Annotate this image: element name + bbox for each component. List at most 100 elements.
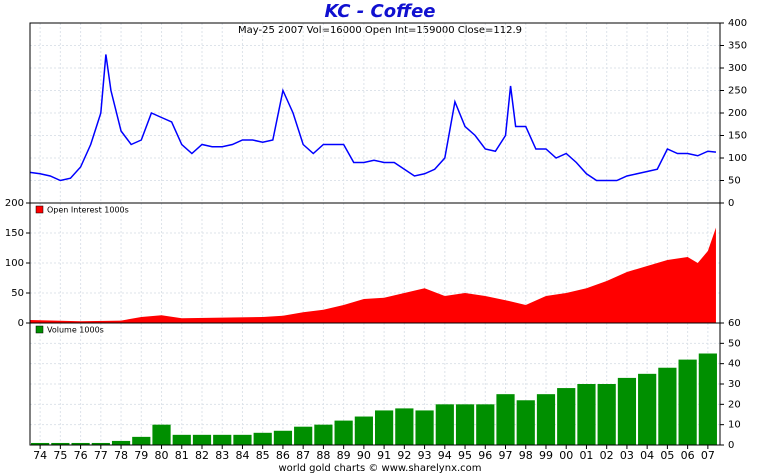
y-tick-label: 400 — [728, 18, 747, 29]
x-tick-label: 99 — [539, 449, 553, 462]
x-tick-label: 80 — [155, 449, 169, 462]
y-tick-label: 10 — [728, 420, 741, 431]
bar — [354, 416, 373, 445]
x-tick-label: 92 — [397, 449, 411, 462]
x-tick-label: 07 — [701, 449, 715, 462]
bar — [698, 353, 717, 445]
y-tick-label: 60 — [728, 318, 741, 329]
y-tick-label: 50 — [11, 288, 24, 299]
legend-label: Volume 1000s — [47, 326, 104, 335]
bar — [536, 394, 556, 445]
x-tick-label: 00 — [559, 449, 573, 462]
x-tick-label: 01 — [579, 449, 593, 462]
bar — [375, 410, 394, 445]
bar — [395, 408, 414, 445]
y-tick-label: 0 — [18, 318, 24, 329]
x-tick-label: 04 — [640, 449, 654, 462]
x-tick-label: 93 — [418, 449, 432, 462]
bar — [617, 377, 637, 445]
bar — [496, 394, 515, 445]
bar — [132, 436, 151, 445]
bar — [31, 442, 50, 445]
y-tick-label: 40 — [728, 359, 741, 370]
x-tick-label: 98 — [519, 449, 533, 462]
bar — [111, 440, 131, 445]
chart-subtitle: May-25 2007 Vol=16000 Open Int=159000 Cl… — [238, 25, 522, 36]
bar — [213, 434, 232, 445]
y-tick-label: 50 — [728, 176, 741, 187]
y-tick-label: 100 — [728, 153, 747, 164]
x-tick-label: 75 — [53, 449, 67, 462]
y-tick-label: 150 — [5, 228, 24, 239]
y-tick-label: 250 — [728, 86, 747, 97]
y-tick-label: 100 — [5, 258, 24, 269]
y-tick-label: 50 — [728, 338, 741, 349]
area — [30, 227, 716, 323]
bar — [435, 404, 454, 445]
bar — [455, 404, 475, 445]
bar — [51, 442, 70, 445]
bar — [557, 388, 576, 445]
x-tick-label: 74 — [33, 449, 47, 462]
bar — [678, 359, 697, 445]
bar — [253, 432, 272, 445]
x-tick-label: 89 — [337, 449, 351, 462]
bar — [334, 420, 353, 445]
x-tick-label: 87 — [296, 449, 310, 462]
bar — [415, 410, 434, 445]
x-tick-label: 79 — [134, 449, 148, 462]
y-tick-label: 150 — [728, 131, 747, 142]
y-tick-label: 200 — [5, 198, 24, 209]
x-tick-label: 85 — [256, 449, 270, 462]
y-tick-label: 200 — [728, 108, 747, 119]
x-tick-label: 95 — [458, 449, 472, 462]
x-tick-label: 94 — [438, 449, 452, 462]
x-tick-label: 81 — [175, 449, 189, 462]
x-tick-label: 86 — [276, 449, 290, 462]
bar — [597, 384, 616, 445]
bar — [273, 430, 293, 445]
x-tick-label: 78 — [114, 449, 128, 462]
bar — [71, 442, 90, 445]
bar — [314, 424, 333, 445]
bar — [638, 373, 657, 445]
x-tick-label: 05 — [660, 449, 674, 462]
y-tick-label: 20 — [728, 399, 741, 410]
x-tick-label: 77 — [94, 449, 108, 462]
chart-title: KC - Coffee — [325, 1, 436, 22]
bar — [192, 434, 212, 445]
x-tick-label: 90 — [357, 449, 371, 462]
x-tick-label: 06 — [681, 449, 695, 462]
bar — [91, 442, 110, 445]
y-tick-label: 350 — [728, 41, 747, 52]
x-tick-label: 82 — [195, 449, 209, 462]
legend-swatch — [35, 325, 44, 334]
x-tick-label: 97 — [499, 449, 513, 462]
bar — [577, 384, 596, 445]
x-tick-label: 96 — [478, 449, 492, 462]
x-tick-label: 02 — [600, 449, 614, 462]
y-tick-label: 300 — [728, 63, 747, 74]
footer: world gold charts © www.sharelynx.com — [278, 463, 481, 474]
x-tick-label: 76 — [74, 449, 88, 462]
bar — [516, 400, 535, 445]
y-tick-label: 0 — [728, 440, 734, 451]
bar — [172, 434, 191, 445]
bar — [152, 424, 171, 445]
panel-frame — [29, 322, 721, 446]
price-line — [29, 54, 717, 182]
legend-swatch — [35, 205, 44, 214]
x-tick-label: 83 — [215, 449, 229, 462]
legend-label: Open Interest 1000s — [47, 206, 129, 215]
bar — [294, 426, 313, 445]
x-tick-label: 88 — [316, 449, 330, 462]
x-tick-label: 84 — [235, 449, 249, 462]
y-tick-label: 30 — [728, 379, 741, 390]
bar — [476, 404, 495, 445]
x-tick-label: 91 — [377, 449, 391, 462]
x-tick-label: 03 — [620, 449, 634, 462]
bar — [233, 434, 252, 445]
bar — [658, 367, 677, 445]
y-tick-label: 0 — [728, 198, 734, 209]
